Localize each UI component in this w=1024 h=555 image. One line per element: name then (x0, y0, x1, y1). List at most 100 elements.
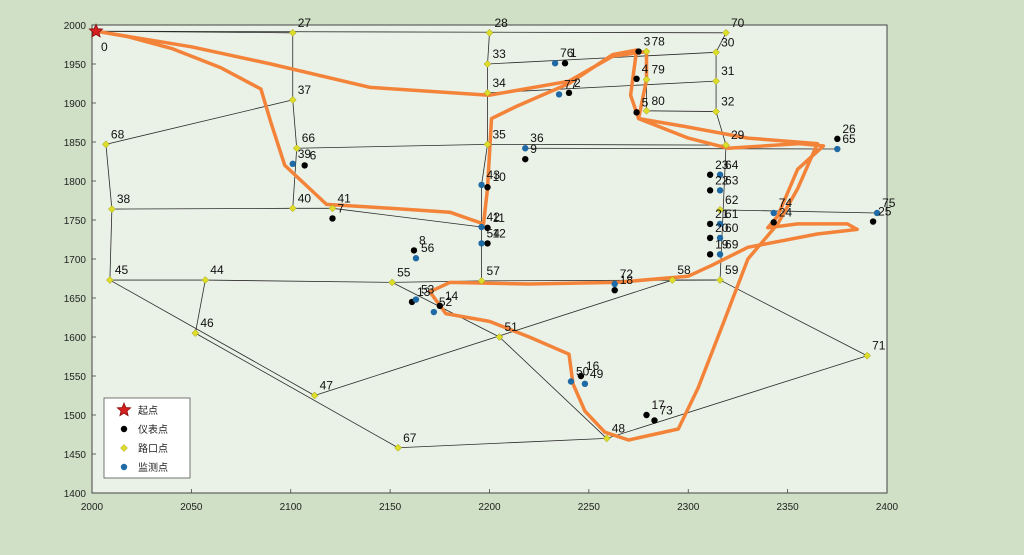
node-35-marker (483, 140, 492, 149)
edge-55-51 (391, 282, 500, 338)
node-label: 27 (298, 16, 312, 30)
node-label: 48 (612, 421, 626, 435)
y-tick-label: 1600 (64, 333, 87, 344)
node-label: 53 (421, 283, 435, 297)
node-label: 16 (586, 359, 600, 373)
node-69-marker (716, 251, 724, 258)
node-56-marker (412, 255, 420, 262)
node-label: 69 (725, 237, 739, 251)
node-49-marker (581, 380, 589, 387)
node-label: 74 (779, 196, 793, 210)
node-label: 6 (310, 148, 317, 162)
node-label: 72 (620, 267, 634, 281)
legend-marker-start (116, 401, 132, 417)
legend-marker-junction (120, 444, 128, 452)
node-label: 14 (445, 289, 459, 303)
node-14-marker (436, 302, 444, 309)
node-19-marker (706, 251, 714, 258)
y-tick-label: 1450 (64, 450, 87, 461)
node-label: 2 (574, 76, 581, 90)
node-18-marker (611, 287, 618, 294)
y-tick-label: 1750 (64, 216, 87, 227)
node-55-marker (388, 278, 396, 287)
node-label: 44 (210, 263, 224, 277)
node-41-marker (328, 204, 337, 213)
node-28-marker (485, 28, 494, 37)
node-1-marker (561, 60, 569, 67)
node-67-marker (394, 443, 402, 452)
y-tick-label: 2000 (64, 21, 87, 32)
node-label: 23 (715, 158, 729, 172)
node-10-marker (484, 184, 491, 191)
node-label: 7 (337, 201, 344, 215)
route-path (94, 29, 859, 442)
y-tick-label: 1850 (64, 138, 87, 149)
legend-label: 仪表点 (138, 423, 168, 436)
node-36-marker (522, 145, 529, 152)
node-label: 18 (620, 273, 634, 287)
node-68-marker (102, 140, 110, 149)
route-layer (94, 29, 859, 442)
edge-80-32 (646, 110, 717, 112)
y-tick-label: 1950 (64, 60, 87, 71)
node-label: 66 (302, 131, 316, 145)
edge-35-29 (487, 143, 727, 146)
node-label: 28 (495, 16, 509, 30)
node-70-marker (722, 28, 730, 37)
node-label: 35 (493, 127, 507, 141)
node-label: 45 (115, 263, 129, 277)
y-tick-label: 1400 (64, 489, 87, 500)
node-4-marker (633, 75, 640, 83)
axes: 2000 2050 2100 2150 2200 2250 2300 2350 24001400… (64, 21, 899, 513)
x-tick-label: 2150 (379, 502, 402, 513)
node-label: 54 (487, 226, 501, 240)
node-65-marker (834, 145, 841, 153)
node-label: 47 (320, 379, 334, 393)
node-label: 77 (564, 77, 578, 91)
node-11-marker (484, 224, 491, 231)
node-label: 30 (721, 35, 735, 49)
node-78-marker (642, 47, 651, 56)
x-tick-label: 2350 (777, 502, 800, 513)
node-52-marker (430, 308, 438, 316)
edge-57-59 (481, 279, 721, 282)
node-53-marker (412, 296, 420, 303)
node-75-marker (873, 209, 881, 217)
node-label: 70 (731, 16, 745, 30)
plot-area (91, 24, 888, 494)
node-label: 22 (715, 173, 729, 187)
node-label: 33 (493, 47, 507, 61)
node-74-marker (770, 209, 777, 217)
node-25-marker (869, 218, 877, 225)
y-tick-label: 1900 (64, 99, 87, 110)
node-label: 61 (725, 207, 739, 221)
node-60-marker (716, 234, 724, 242)
node-label: 10 (493, 170, 507, 184)
node-62-marker (716, 206, 724, 214)
node-42-marker (478, 223, 485, 231)
y-tick-label: 1650 (64, 294, 87, 305)
node-label: 37 (298, 83, 312, 97)
node-27-marker (288, 28, 297, 37)
edge-51-48 (499, 336, 608, 439)
node-label: 71 (872, 339, 886, 353)
y-tick-label: 1800 (64, 177, 87, 188)
node-label: 8 (419, 233, 426, 247)
node-45-marker (106, 276, 114, 284)
node-8-marker (410, 247, 418, 254)
node-64-marker (716, 171, 724, 178)
legend-label: 路口点 (138, 442, 168, 455)
node-29-marker (722, 141, 730, 149)
node-label: 49 (590, 367, 604, 381)
node-label: 40 (298, 191, 312, 205)
edge-33-30 (487, 51, 717, 65)
node-5-marker (633, 109, 640, 116)
y-tick-label: 1500 (64, 411, 87, 422)
edge-47-45 (109, 279, 315, 396)
node-34-marker (483, 89, 492, 97)
node-33-marker (483, 60, 492, 68)
